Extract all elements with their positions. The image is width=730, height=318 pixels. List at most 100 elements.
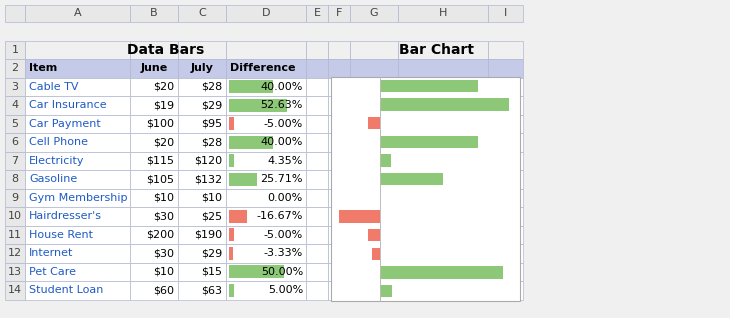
Text: 7: 7 xyxy=(12,156,18,166)
Text: 9: 9 xyxy=(12,193,18,203)
Bar xyxy=(25,151,130,170)
Text: Gasoline: Gasoline xyxy=(29,174,77,184)
Bar xyxy=(226,170,306,189)
Bar xyxy=(328,244,350,262)
Bar xyxy=(130,262,178,281)
Bar xyxy=(25,78,130,96)
Bar xyxy=(229,265,284,279)
Bar xyxy=(488,189,523,207)
Bar xyxy=(130,96,178,114)
Bar xyxy=(178,189,226,207)
Bar xyxy=(5,189,25,207)
Text: $19: $19 xyxy=(153,100,174,110)
Bar xyxy=(306,40,328,59)
Bar xyxy=(130,114,178,133)
Text: -3.33%: -3.33% xyxy=(264,248,303,258)
Text: Pet Care: Pet Care xyxy=(29,267,76,277)
Bar xyxy=(350,262,398,281)
Bar xyxy=(306,151,328,170)
Bar xyxy=(398,151,488,170)
Bar xyxy=(328,59,350,78)
Bar xyxy=(229,135,273,149)
Bar xyxy=(229,154,234,167)
Text: $105: $105 xyxy=(146,174,174,184)
Bar xyxy=(488,114,523,133)
Bar xyxy=(306,96,328,114)
Text: I: I xyxy=(504,9,507,18)
Bar xyxy=(5,96,25,114)
Bar xyxy=(229,228,234,241)
Bar xyxy=(380,173,443,185)
Text: Student Loan: Student Loan xyxy=(29,285,104,295)
Text: 13: 13 xyxy=(8,267,22,277)
Text: $29: $29 xyxy=(201,248,222,258)
Bar xyxy=(328,40,350,59)
Bar xyxy=(25,170,130,189)
Bar xyxy=(25,281,130,300)
Bar xyxy=(178,114,226,133)
Bar xyxy=(488,207,523,225)
Text: Car Payment: Car Payment xyxy=(29,119,101,129)
Bar xyxy=(368,117,380,129)
Text: -5.00%: -5.00% xyxy=(264,119,303,129)
Bar xyxy=(328,225,350,244)
Bar xyxy=(350,96,398,114)
Bar xyxy=(178,151,226,170)
Bar xyxy=(229,99,287,112)
Bar xyxy=(328,262,350,281)
Bar xyxy=(328,133,350,151)
Bar xyxy=(178,5,226,22)
Bar xyxy=(350,151,398,170)
Bar xyxy=(130,225,178,244)
Bar xyxy=(5,151,25,170)
Bar xyxy=(306,170,328,189)
Bar xyxy=(306,114,328,133)
Text: 12: 12 xyxy=(8,248,22,258)
Text: July: July xyxy=(191,63,213,73)
Bar xyxy=(226,78,306,96)
Bar xyxy=(226,244,306,262)
Bar xyxy=(380,136,478,148)
Bar xyxy=(178,59,226,78)
Bar xyxy=(25,244,130,262)
Bar xyxy=(178,170,226,189)
Bar xyxy=(328,96,350,114)
Text: $120: $120 xyxy=(194,156,222,166)
Bar xyxy=(5,40,25,59)
Bar xyxy=(328,170,350,189)
Bar xyxy=(178,262,226,281)
Bar xyxy=(306,133,328,151)
Bar xyxy=(5,133,25,151)
Bar xyxy=(5,225,25,244)
Text: $190: $190 xyxy=(194,230,222,240)
Text: Car Insurance: Car Insurance xyxy=(29,100,107,110)
Bar xyxy=(350,114,398,133)
Bar xyxy=(130,244,178,262)
Text: $95: $95 xyxy=(201,119,222,129)
Bar xyxy=(306,189,328,207)
Text: E: E xyxy=(313,9,320,18)
Bar xyxy=(130,5,178,22)
Bar xyxy=(130,281,178,300)
Bar xyxy=(229,284,234,297)
Bar xyxy=(398,244,488,262)
Bar xyxy=(130,78,178,96)
Text: $25: $25 xyxy=(201,211,222,221)
Bar xyxy=(398,207,488,225)
Text: C: C xyxy=(198,9,206,18)
Text: 5.00%: 5.00% xyxy=(268,285,303,295)
Bar xyxy=(350,59,398,78)
Bar xyxy=(226,96,306,114)
Text: 52.63%: 52.63% xyxy=(261,100,303,110)
Bar xyxy=(328,189,350,207)
Bar xyxy=(5,207,25,225)
Text: $200: $200 xyxy=(146,230,174,240)
Bar xyxy=(226,151,306,170)
Bar xyxy=(130,133,178,151)
Bar xyxy=(328,114,350,133)
Bar xyxy=(226,281,306,300)
Text: 40.00%: 40.00% xyxy=(261,82,303,92)
Bar xyxy=(130,189,178,207)
Text: $20: $20 xyxy=(153,82,174,92)
Text: $115: $115 xyxy=(146,156,174,166)
